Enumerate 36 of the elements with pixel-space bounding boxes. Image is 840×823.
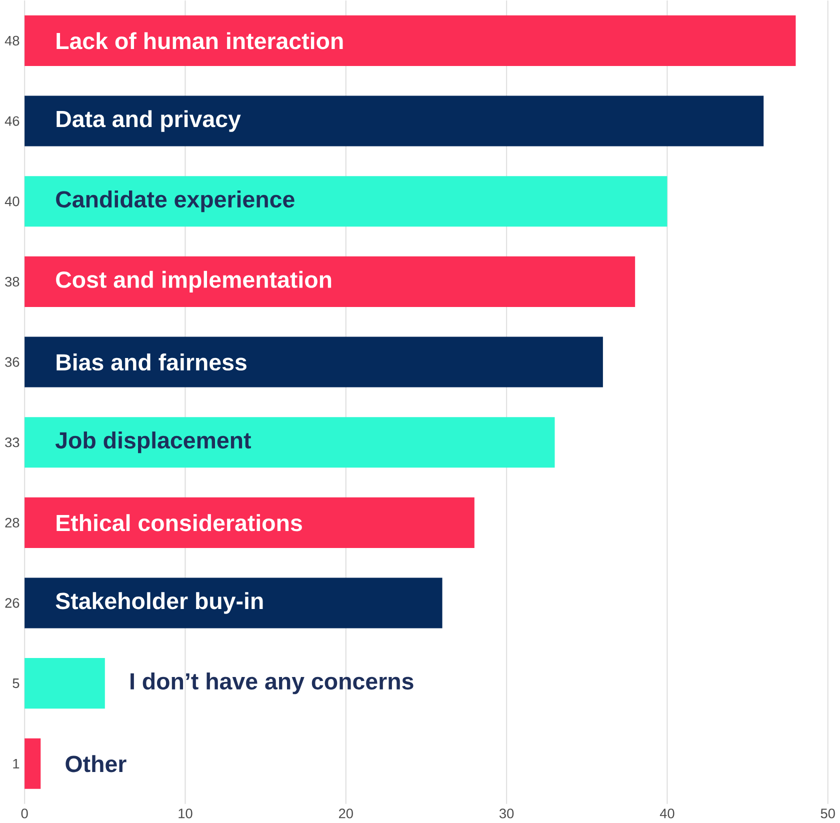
bar <box>24 738 41 789</box>
x-tick-label: 0 <box>21 808 28 818</box>
bar <box>24 658 105 709</box>
y-tick-label: Bias and fairness <box>56 354 246 371</box>
bar <box>24 15 796 66</box>
data-label: 36 <box>5 357 20 367</box>
x-tick-label: 40 <box>660 808 674 818</box>
data-label: 46 <box>4 116 20 126</box>
data-label: 1 <box>13 759 20 768</box>
y-tick-label: Stakeholder buy-in <box>56 592 263 614</box>
data-label: 33 <box>5 438 20 448</box>
bar <box>24 96 764 146</box>
data-label: 38 <box>5 276 20 287</box>
x-tick-label: 10 <box>178 808 192 818</box>
y-tick-label: Data and privacy <box>56 110 241 132</box>
x-tick-label: 30 <box>499 808 514 818</box>
y-tick-label: Ethical considerations <box>56 514 302 532</box>
bar <box>24 176 668 227</box>
y-tick-label: I don’t have any concerns <box>130 672 414 694</box>
data-label: 48 <box>4 36 20 46</box>
bar <box>24 336 603 388</box>
y-tick-label: Job displacement <box>55 432 251 454</box>
data-label: 5 <box>12 678 20 688</box>
y-tick-label: Cost and implementation <box>56 270 332 293</box>
y-tick-label: Other <box>66 755 126 772</box>
x-tick-label: 50 <box>820 808 835 818</box>
data-label: 28 <box>5 518 20 528</box>
data-label: 26 <box>5 598 20 608</box>
bar <box>24 417 555 468</box>
bar <box>24 256 636 308</box>
y-tick-label: Candidate experience <box>56 190 294 212</box>
bar <box>24 578 442 628</box>
data-label: 40 <box>4 196 20 206</box>
bar <box>24 497 474 548</box>
x-tick-label: 20 <box>338 808 353 818</box>
y-tick-label: Lack of human interaction <box>56 32 343 50</box>
